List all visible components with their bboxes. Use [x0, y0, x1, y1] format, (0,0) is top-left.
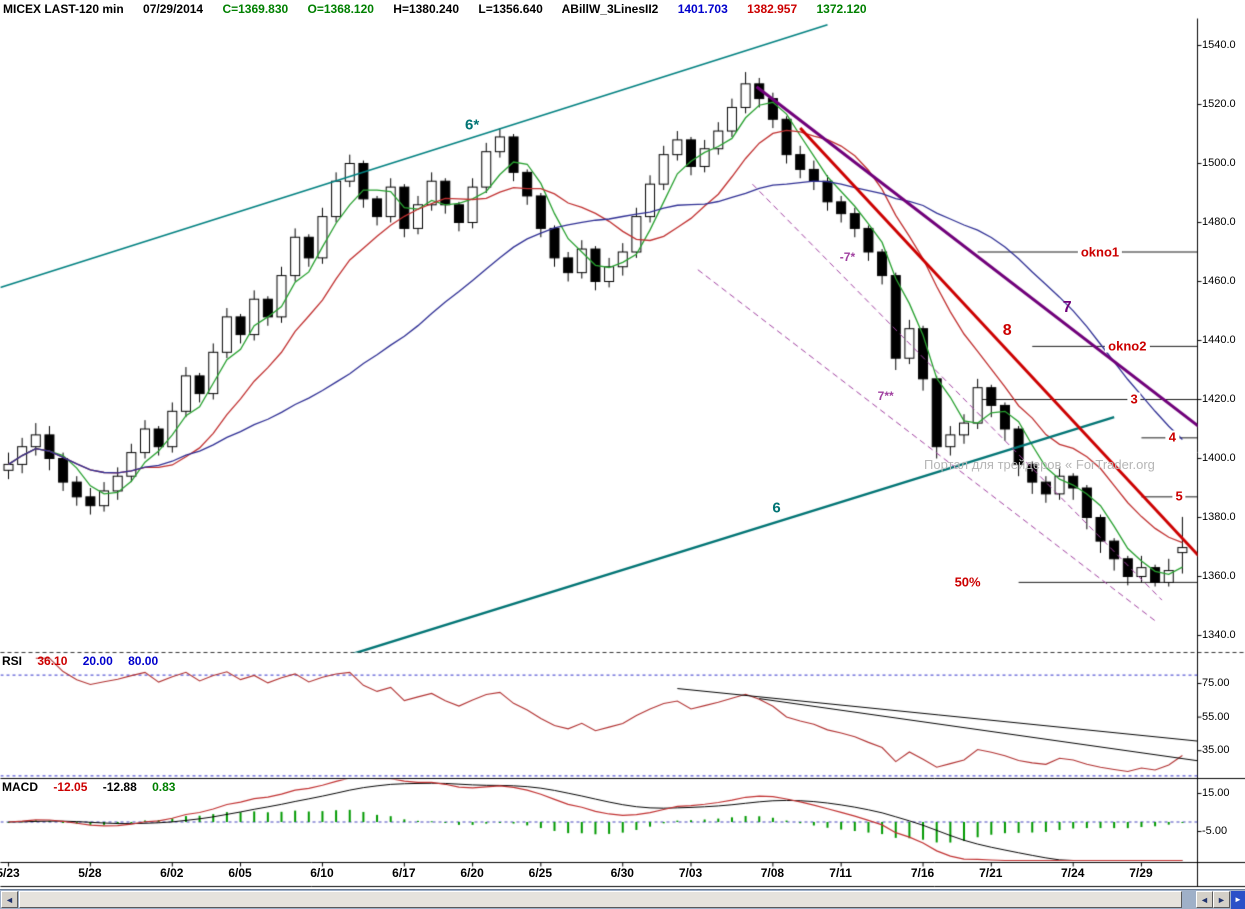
- right-arrow-icon: ►: [1217, 895, 1226, 905]
- rsi-label-row: RSI 36.10 20.00 80.00: [2, 654, 170, 668]
- symbol-title: MICEX LAST-120 min: [3, 2, 124, 16]
- left-arrow-icon: ◄: [1200, 895, 1209, 905]
- annotation-label-6: 6: [772, 499, 781, 517]
- price-axis-label: 1480.0: [1202, 216, 1236, 228]
- price-axis-label: 1360.0: [1202, 570, 1236, 582]
- date-axis-label: 6/30: [610, 866, 634, 880]
- left-arrow-icon: ◄: [5, 895, 14, 905]
- header-low: L=1356.640: [478, 2, 543, 16]
- level-label-4: 4: [1165, 430, 1179, 444]
- annotation-label-8: 8: [1002, 322, 1012, 340]
- date-axis-label: 7/11: [829, 866, 852, 880]
- rsi-label: RSI: [2, 654, 23, 668]
- price-axis-label: 1380.0: [1202, 511, 1236, 523]
- rsi-value: 36.10: [37, 654, 68, 668]
- level-label-okno2: okno2: [1105, 339, 1150, 353]
- level-label-okno1: okno1: [1077, 245, 1123, 258]
- date-axis-label: 6/02: [160, 866, 184, 880]
- annotation-label-7ss: 7**: [877, 389, 894, 404]
- annotation-label-6s: 6*: [465, 116, 480, 134]
- macd-label: MACD: [2, 780, 38, 794]
- macd-label-row: MACD -12.05 -12.88 0.83: [2, 780, 187, 794]
- date-axis-label: 5/23: [0, 866, 20, 880]
- price-axis-label: 1420.0: [1202, 393, 1236, 405]
- header-close: C=1369.830: [222, 2, 289, 16]
- scroll-step-left-button[interactable]: ◄: [1196, 891, 1213, 908]
- scroll-corner-button[interactable]: ►: [1231, 891, 1245, 909]
- level-label-5: 5: [1172, 489, 1186, 503]
- date-axis-label: 7/24: [1061, 866, 1085, 880]
- horizontal-scrollbar[interactable]: ◄ ◄ ► ►: [0, 889, 1245, 909]
- macd-axis-label: 15.00: [1202, 787, 1230, 799]
- scroll-left-button[interactable]: ◄: [1, 891, 18, 908]
- header-high: H=1380.240: [393, 2, 460, 16]
- ma-red-value: 1382.957: [747, 2, 798, 16]
- annotation-label--7s: -7*: [839, 250, 856, 265]
- scroll-step-right-button[interactable]: ►: [1213, 891, 1230, 908]
- macd-hist-value: 0.83: [152, 780, 176, 794]
- ma-blue-value: 1401.703: [677, 2, 728, 16]
- date-axis-label: 7/16: [910, 866, 935, 880]
- indicator-name: ABillW_3LinesII2: [561, 2, 659, 16]
- right-arrow-icon: ►: [1234, 895, 1242, 904]
- price-axis-label: 1540.0: [1202, 39, 1236, 51]
- scrollbar-thumb[interactable]: [19, 891, 1182, 908]
- macd-axis-label: -5.00: [1202, 825, 1228, 837]
- rsi-low-level: 20.00: [82, 654, 113, 668]
- price-axis-label: 1400.0: [1202, 452, 1236, 464]
- price-axis-label: 1500.0: [1202, 157, 1236, 169]
- price-axis-label: 1440.0: [1202, 334, 1236, 346]
- date-axis-label: 5/28: [78, 866, 102, 880]
- date-axis-label: 7/21: [979, 866, 1003, 880]
- annotation-label-7: 7: [1062, 298, 1072, 316]
- price-axis-label: 1460.0: [1202, 275, 1236, 287]
- date-axis-label: 7/29: [1129, 866, 1153, 880]
- header-open: O=1368.120: [307, 2, 374, 16]
- rsi-high-level: 80.00: [128, 654, 159, 668]
- watermark: Портал для трейдеров « ForTrader.org: [924, 457, 1155, 472]
- date-axis-label: 6/05: [228, 866, 252, 880]
- header-date: 07/29/2014: [143, 2, 204, 16]
- chart-header: MICEX LAST-120 min 07/29/2014 C=1369.830…: [3, 2, 883, 16]
- level-label-3: 3: [1127, 392, 1141, 406]
- price-axis-label: 1520.0: [1202, 98, 1236, 110]
- price-axis-label: 1340.0: [1202, 629, 1236, 641]
- date-axis-label: 6/20: [460, 866, 484, 880]
- rsi-axis-label: 75.00: [1202, 677, 1230, 689]
- rsi-axis-label: 35.00: [1202, 744, 1230, 757]
- date-axis-label: 6/10: [310, 866, 334, 880]
- ma-green-value: 1372.120: [816, 2, 867, 16]
- macd-value: -12.05: [53, 780, 88, 794]
- date-axis-label: 6/17: [392, 866, 416, 880]
- date-axis-label: 6/25: [528, 866, 553, 880]
- level-label-50pct: 50%: [951, 575, 984, 589]
- date-axis-label: 7/03: [678, 866, 703, 880]
- rsi-axis-label: 55.00: [1202, 710, 1230, 723]
- date-axis-label: 7/08: [760, 866, 785, 880]
- macd-signal-value: -12.88: [102, 780, 137, 794]
